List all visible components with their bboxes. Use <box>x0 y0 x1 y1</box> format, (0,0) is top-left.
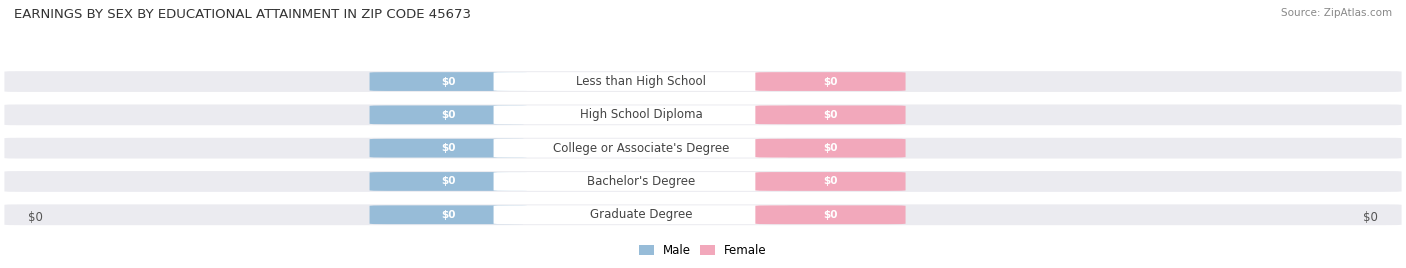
FancyBboxPatch shape <box>4 105 1402 125</box>
FancyBboxPatch shape <box>494 205 789 224</box>
Text: $0: $0 <box>823 77 838 87</box>
Text: $0: $0 <box>441 176 456 187</box>
Text: Source: ZipAtlas.com: Source: ZipAtlas.com <box>1281 8 1392 18</box>
FancyBboxPatch shape <box>4 71 1402 92</box>
Text: $0: $0 <box>1364 211 1378 224</box>
Text: $0: $0 <box>823 210 838 220</box>
FancyBboxPatch shape <box>494 172 789 191</box>
FancyBboxPatch shape <box>494 105 789 124</box>
FancyBboxPatch shape <box>4 138 1402 159</box>
Text: Graduate Degree: Graduate Degree <box>589 208 692 221</box>
Text: Less than High School: Less than High School <box>576 75 706 88</box>
FancyBboxPatch shape <box>494 139 789 158</box>
Text: College or Associate's Degree: College or Associate's Degree <box>553 142 730 155</box>
Text: $0: $0 <box>823 176 838 187</box>
FancyBboxPatch shape <box>370 139 527 158</box>
FancyBboxPatch shape <box>370 172 527 191</box>
Text: $0: $0 <box>441 77 456 87</box>
FancyBboxPatch shape <box>755 172 905 191</box>
Text: $0: $0 <box>823 143 838 153</box>
FancyBboxPatch shape <box>370 105 527 124</box>
Text: $0: $0 <box>441 143 456 153</box>
Text: $0: $0 <box>441 110 456 120</box>
Text: EARNINGS BY SEX BY EDUCATIONAL ATTAINMENT IN ZIP CODE 45673: EARNINGS BY SEX BY EDUCATIONAL ATTAINMEN… <box>14 8 471 21</box>
FancyBboxPatch shape <box>755 139 905 158</box>
FancyBboxPatch shape <box>755 205 905 224</box>
Text: $0: $0 <box>823 110 838 120</box>
FancyBboxPatch shape <box>494 72 789 91</box>
FancyBboxPatch shape <box>4 171 1402 192</box>
Text: $0: $0 <box>28 211 42 224</box>
FancyBboxPatch shape <box>4 204 1402 225</box>
FancyBboxPatch shape <box>755 72 905 91</box>
Text: $0: $0 <box>441 210 456 220</box>
FancyBboxPatch shape <box>370 72 527 91</box>
Text: Bachelor's Degree: Bachelor's Degree <box>586 175 695 188</box>
FancyBboxPatch shape <box>755 105 905 124</box>
Legend: Male, Female: Male, Female <box>634 239 772 262</box>
Text: High School Diploma: High School Diploma <box>579 108 703 121</box>
FancyBboxPatch shape <box>370 205 527 224</box>
